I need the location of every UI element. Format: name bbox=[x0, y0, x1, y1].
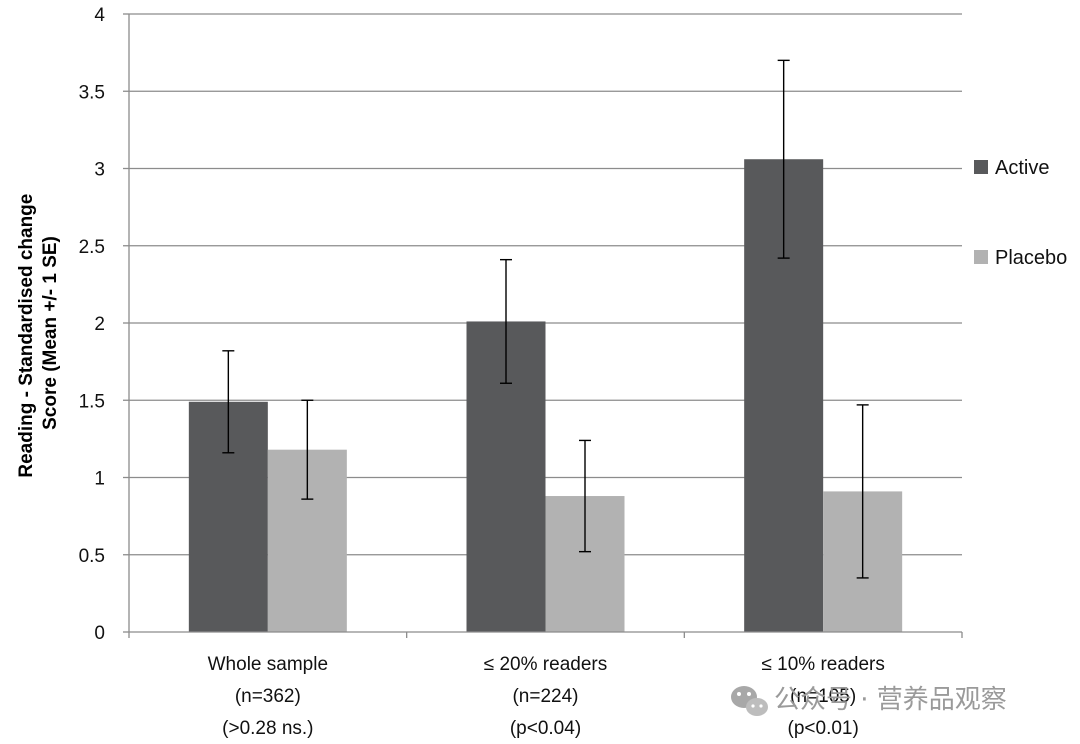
bars bbox=[188, 159, 903, 633]
legend-swatch-active bbox=[974, 160, 988, 174]
y-tick-label: 0.5 bbox=[79, 546, 105, 567]
legend-label-placebo: Placebo bbox=[995, 247, 1067, 269]
x-category-label: (n=362) bbox=[235, 686, 301, 707]
x-category-label: ≤ 20% readers bbox=[484, 654, 607, 675]
x-category-label: (n=105) bbox=[790, 686, 856, 707]
y-tick-label: 0 bbox=[94, 623, 105, 644]
y-axis-label-line-1: Reading - Standardised change bbox=[16, 194, 37, 478]
legend: Active Placebo bbox=[974, 157, 1067, 269]
x-category-label: Whole sample bbox=[208, 654, 328, 675]
y-axis-label-line-2: Score (Mean +/- 1 SE) bbox=[40, 236, 61, 430]
y-tick-label: 3.5 bbox=[79, 82, 105, 103]
error-bars bbox=[222, 59, 869, 579]
y-axis-ticks: 0 0.5 1 1.5 2 2.5 3 3.5 4 bbox=[79, 5, 129, 644]
wechat-icon bbox=[731, 686, 768, 716]
y-tick-label: 2.5 bbox=[79, 237, 105, 258]
legend-swatch-placebo bbox=[974, 250, 988, 264]
x-axis-labels: Whole sample (n=362) (>0.28 ns.) ≤ 20% read… bbox=[208, 654, 885, 739]
y-tick-label: 2 bbox=[94, 314, 105, 335]
y-tick-label: 1.5 bbox=[79, 391, 105, 412]
y-tick-label: 3 bbox=[94, 160, 105, 181]
x-category-label: (p<0.04) bbox=[510, 718, 581, 739]
axes bbox=[128, 14, 963, 638]
x-category-label: ≤ 10% readers bbox=[761, 654, 884, 675]
x-category-label: (n=224) bbox=[512, 686, 578, 707]
x-category-label: (>0.28 ns.) bbox=[222, 718, 313, 739]
y-tick-label: 4 bbox=[94, 5, 105, 26]
watermark: 公众号 · 营养品观察 bbox=[731, 685, 1007, 716]
y-axis-label: Reading - Standardised change Score (Mea… bbox=[16, 188, 61, 477]
x-category-label: (p<0.01) bbox=[788, 718, 859, 739]
y-tick-label: 1 bbox=[94, 469, 105, 490]
watermark-text: 公众号 · 营养品观察 bbox=[774, 685, 1007, 715]
legend-label-active: Active bbox=[995, 157, 1049, 179]
